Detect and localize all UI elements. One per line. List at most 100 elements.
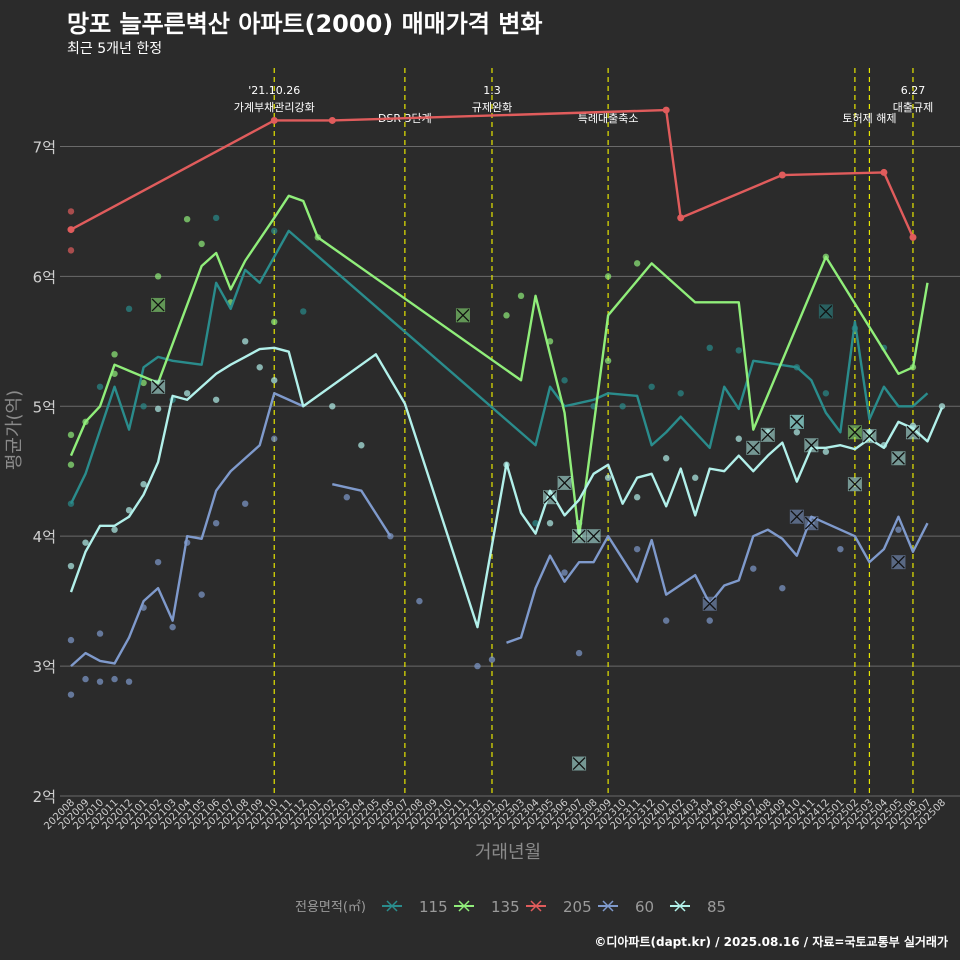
x-marker-60-2 <box>804 516 819 531</box>
point-85-22 <box>793 429 801 436</box>
x-marker-85-1 <box>543 490 558 505</box>
point-60-4 <box>96 630 104 637</box>
point-135-3 <box>111 351 118 358</box>
point-85-16 <box>604 474 612 481</box>
series-line-135-0 <box>69 194 929 538</box>
chart-title: 망포 늘푸른벽산 아파트(2000) 매매가격 변화 <box>67 10 543 38</box>
x-marker-cross <box>891 555 905 569</box>
x-marker-85-2 <box>557 475 572 490</box>
series-line-85-0 <box>69 346 944 629</box>
point-205-0 <box>67 208 75 215</box>
x-marker-cross <box>790 415 804 429</box>
series-dot-205-202110 <box>270 116 278 124</box>
y-axis-ticks: 2억 3억 4억 5억 6억 7억 <box>33 138 56 806</box>
series-dot-205-202401 <box>662 106 670 114</box>
point-85-5 <box>154 405 162 413</box>
point-85-7 <box>212 396 220 403</box>
point-60-17 <box>416 597 423 605</box>
y-tick-label-2: 4억 <box>33 528 56 546</box>
series-line-115-0 <box>69 229 929 505</box>
point-60-18 <box>474 662 481 670</box>
point-85-12 <box>358 442 365 449</box>
legend-item-115: 115 <box>382 898 448 916</box>
x-markers <box>151 297 920 771</box>
point-85-1 <box>82 539 89 546</box>
event-label-202301: 1.3 규제완화 <box>472 84 512 114</box>
point-60-15 <box>343 494 351 501</box>
point-135-6 <box>154 273 162 280</box>
point-60-3 <box>96 678 104 685</box>
series-lines <box>67 106 944 667</box>
point-135-0 <box>67 431 75 439</box>
x-marker-cross <box>746 441 760 455</box>
x-marker-cross <box>804 438 818 452</box>
point-115-17 <box>822 390 830 397</box>
x-marker-cross <box>790 510 804 524</box>
x-marker-cross <box>151 298 165 312</box>
x-marker-cross <box>456 308 470 322</box>
point-135-8 <box>198 240 205 248</box>
x-axis-label: 거래년월 <box>475 842 541 863</box>
x-marker-85-7 <box>804 438 819 453</box>
x-marker-cross <box>819 304 833 318</box>
legend-swatch-cross <box>386 900 398 912</box>
y-tick-label-0: 2억 <box>33 788 56 806</box>
point-60-21 <box>575 649 583 657</box>
point-135-18 <box>633 260 641 267</box>
point-85-10 <box>271 377 278 384</box>
x-marker-cross <box>703 597 717 611</box>
point-60-14 <box>271 435 278 442</box>
legend-swatch-cross <box>674 900 686 912</box>
point-115-12 <box>648 383 655 390</box>
series-line-60-1 <box>332 483 392 537</box>
point-135-17 <box>604 357 612 364</box>
y-axis-label: 평균가(억) <box>4 390 25 470</box>
point-115-3 <box>140 403 147 410</box>
point-85-14 <box>546 519 554 527</box>
gridlines <box>60 145 960 797</box>
legend-swatch-cross <box>530 900 542 912</box>
series-dot-205-202504 <box>880 168 888 176</box>
point-135-1 <box>67 461 75 468</box>
x-marker-cross <box>558 476 572 490</box>
series-dot-205-202402 <box>677 214 685 222</box>
x-axis-ticks: 2020082020092020102020112020122021012021… <box>42 797 948 832</box>
point-135-5 <box>140 379 147 387</box>
legend-title: 전용면적(㎡) <box>295 900 366 915</box>
series-line-205-0 <box>70 108 915 238</box>
series-line-60-0 <box>70 392 304 667</box>
x-marker-85-0 <box>151 379 166 394</box>
x-marker-85-5 <box>760 427 775 442</box>
y-tick-label-5: 7억 <box>33 138 56 156</box>
point-115-8 <box>532 519 539 527</box>
point-115-7 <box>300 308 307 315</box>
x-marker-85-12 <box>586 529 601 544</box>
point-205-1 <box>67 247 75 254</box>
legend-item-135: 135 <box>454 898 520 916</box>
caption: ©디아파트(dapt.kr) / 2025.08.16 / 자료=국토교통부 실… <box>594 935 948 949</box>
legend: 전용면적(㎡) 115 135 205 60 85 <box>295 898 726 916</box>
point-85-6 <box>183 390 191 397</box>
legend-label: 115 <box>419 898 448 916</box>
point-60-8 <box>154 558 162 566</box>
point-85-3 <box>125 506 133 514</box>
x-marker-85-11 <box>905 425 920 440</box>
event-label-202309: 특례대출축소 <box>578 112 639 125</box>
point-115-9 <box>561 377 568 384</box>
event-label-202503: 토허제 해제 <box>842 111 896 125</box>
x-marker-cross <box>761 428 775 442</box>
event-label-202506: 6.27 대출규제 <box>893 84 933 114</box>
series-line-60-2 <box>506 515 929 644</box>
x-marker-135-0 <box>151 297 166 312</box>
point-85-9 <box>256 364 263 371</box>
x-marker-cross <box>848 477 862 491</box>
point-60-0 <box>67 691 75 698</box>
y-tick-label-4: 6억 <box>33 268 56 286</box>
x-marker-cross <box>572 529 586 543</box>
point-60-1 <box>67 636 75 644</box>
y-tick-label-3: 5억 <box>33 398 56 416</box>
point-85-0 <box>67 562 75 570</box>
x-marker-cross <box>891 451 905 465</box>
